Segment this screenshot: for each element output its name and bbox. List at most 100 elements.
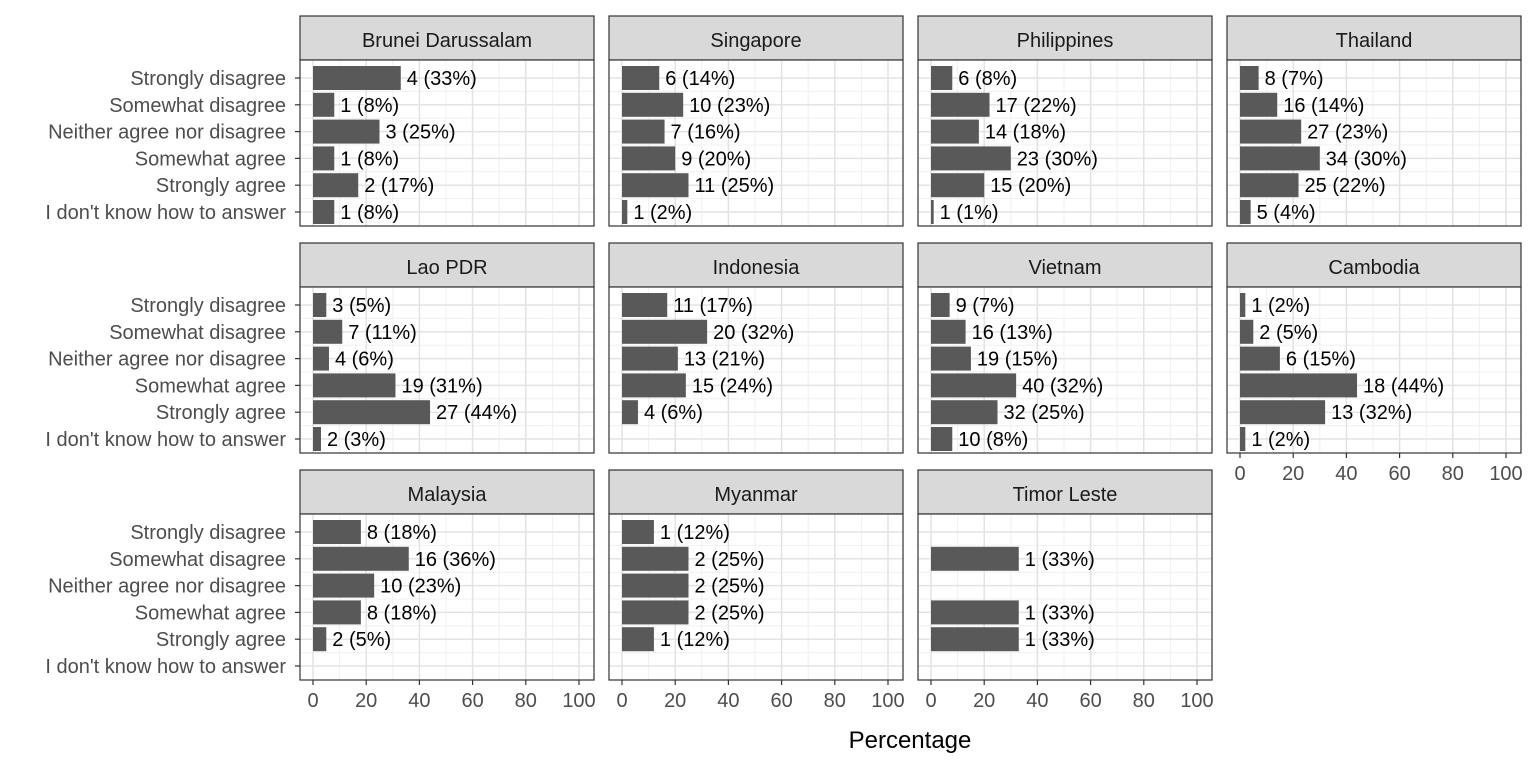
facet-panel: Indonesia 11 (17%) 20 (32%) 13 (21%) 15 (24%… <box>608 242 904 454</box>
bar <box>931 400 998 425</box>
facet-strip <box>1226 15 1522 61</box>
bar <box>1240 173 1299 198</box>
data-label: 4 (6%) <box>644 402 703 424</box>
data-label: 19 (31%) <box>401 375 482 397</box>
data-label: 6 (8%) <box>958 68 1017 90</box>
bar <box>622 373 686 398</box>
data-label: 6 (15%) <box>1286 349 1356 371</box>
facet-title: Lao PDR <box>406 257 487 279</box>
y-tick-label: Somewhat disagree <box>109 95 286 117</box>
bar <box>313 173 359 198</box>
bar <box>622 146 676 171</box>
bar <box>622 520 654 544</box>
bar <box>313 346 329 371</box>
data-label: 2 (5%) <box>332 629 391 651</box>
data-label: 2 (17%) <box>364 175 434 197</box>
data-label: 11 (25%) <box>695 175 775 197</box>
facet-title: Myanmar <box>714 484 798 506</box>
facet-strip <box>917 469 1213 515</box>
bar <box>313 119 380 144</box>
panel-border <box>917 59 1213 227</box>
bar <box>622 173 689 198</box>
bar <box>1240 427 1246 451</box>
data-label: 6 (14%) <box>665 68 735 90</box>
data-label: 15 (20%) <box>990 175 1071 197</box>
x-tick-label: 40 <box>1026 690 1048 712</box>
bar <box>313 200 335 224</box>
x-tick-label: 40 <box>408 690 430 712</box>
data-label: 11 (17%) <box>673 295 753 317</box>
facet-strip <box>299 242 595 288</box>
x-axis-title: Percentage <box>849 727 972 754</box>
bar <box>313 600 361 625</box>
bar <box>931 293 950 317</box>
panel-border <box>608 286 904 454</box>
x-tick-label: 20 <box>973 690 995 712</box>
bar <box>1240 146 1320 171</box>
y-tick-label: Strongly disagree <box>130 522 286 544</box>
x-tick-label: 60 <box>770 690 792 712</box>
data-label: 1 (8%) <box>340 95 399 117</box>
x-tick-label: 0 <box>307 690 318 712</box>
facet-title: Brunei Darussalam <box>362 30 532 52</box>
data-label: 3 (5%) <box>332 295 391 317</box>
panel-border <box>608 59 904 227</box>
data-label: 1 (12%) <box>660 522 730 544</box>
facet-strip <box>608 242 904 288</box>
panel-border <box>299 513 595 681</box>
x-tick-label: 80 <box>515 690 537 712</box>
x-tick-label: 40 <box>717 690 739 712</box>
data-label: 2 (25%) <box>695 576 765 598</box>
data-label: 1 (33%) <box>1025 602 1095 624</box>
bar <box>622 546 689 571</box>
bar <box>1240 293 1246 317</box>
bar <box>622 92 684 117</box>
bar <box>313 293 327 317</box>
y-tick-label: Strongly disagree <box>130 295 286 317</box>
data-label: 10 (23%) <box>689 95 770 117</box>
bar <box>931 146 1011 171</box>
data-label: 2 (3%) <box>327 429 386 451</box>
bar <box>931 119 979 144</box>
data-label: 13 (21%) <box>684 349 765 371</box>
bar <box>931 546 1019 571</box>
facet-panel: Malaysia 8 (18%) 16 (36%) 10 (23%) 8 (18%) 2 … <box>45 469 596 712</box>
data-label: 8 (7%) <box>1265 68 1324 90</box>
data-label: 34 (30%) <box>1326 148 1407 170</box>
bar <box>313 373 396 398</box>
bar <box>622 66 660 90</box>
data-label: 15 (24%) <box>692 375 773 397</box>
y-tick-label: I don't know how to answer <box>45 656 286 678</box>
data-label: 4 (6%) <box>335 349 394 371</box>
data-label: 19 (15%) <box>977 349 1058 371</box>
data-label: 10 (23%) <box>380 576 461 598</box>
data-label: 25 (22%) <box>1305 175 1386 197</box>
panel-border <box>1226 286 1522 454</box>
facet-title: Philippines <box>1017 30 1114 52</box>
data-label: 1 (33%) <box>1025 549 1095 571</box>
panel-border <box>608 513 904 681</box>
data-label: 3 (25%) <box>386 122 456 144</box>
data-label: 2 (25%) <box>695 602 765 624</box>
facet-title: Indonesia <box>713 257 801 279</box>
data-label: 8 (18%) <box>367 522 437 544</box>
x-tick-label: 20 <box>1282 463 1304 485</box>
y-tick-label: Somewhat agree <box>135 375 286 397</box>
data-label: 14 (18%) <box>985 122 1066 144</box>
facet-strip <box>1226 242 1522 288</box>
x-tick-label: 20 <box>664 690 686 712</box>
panel-border <box>299 59 595 227</box>
x-tick-label: 80 <box>1133 690 1155 712</box>
bar <box>1240 400 1326 425</box>
bar <box>313 573 375 598</box>
facet-title: Timor Leste <box>1013 484 1118 506</box>
facet-strip <box>917 15 1213 61</box>
data-label: 20 (32%) <box>713 322 794 344</box>
bar <box>622 293 668 317</box>
data-label: 1 (2%) <box>633 202 692 224</box>
panel-border <box>1226 59 1522 227</box>
y-tick-label: Somewhat agree <box>135 602 286 624</box>
bar <box>313 66 401 90</box>
facet-panel: Brunei Darussalam 4 (33%) 1 (8%) 3 (25%) 1 (… <box>45 15 595 227</box>
